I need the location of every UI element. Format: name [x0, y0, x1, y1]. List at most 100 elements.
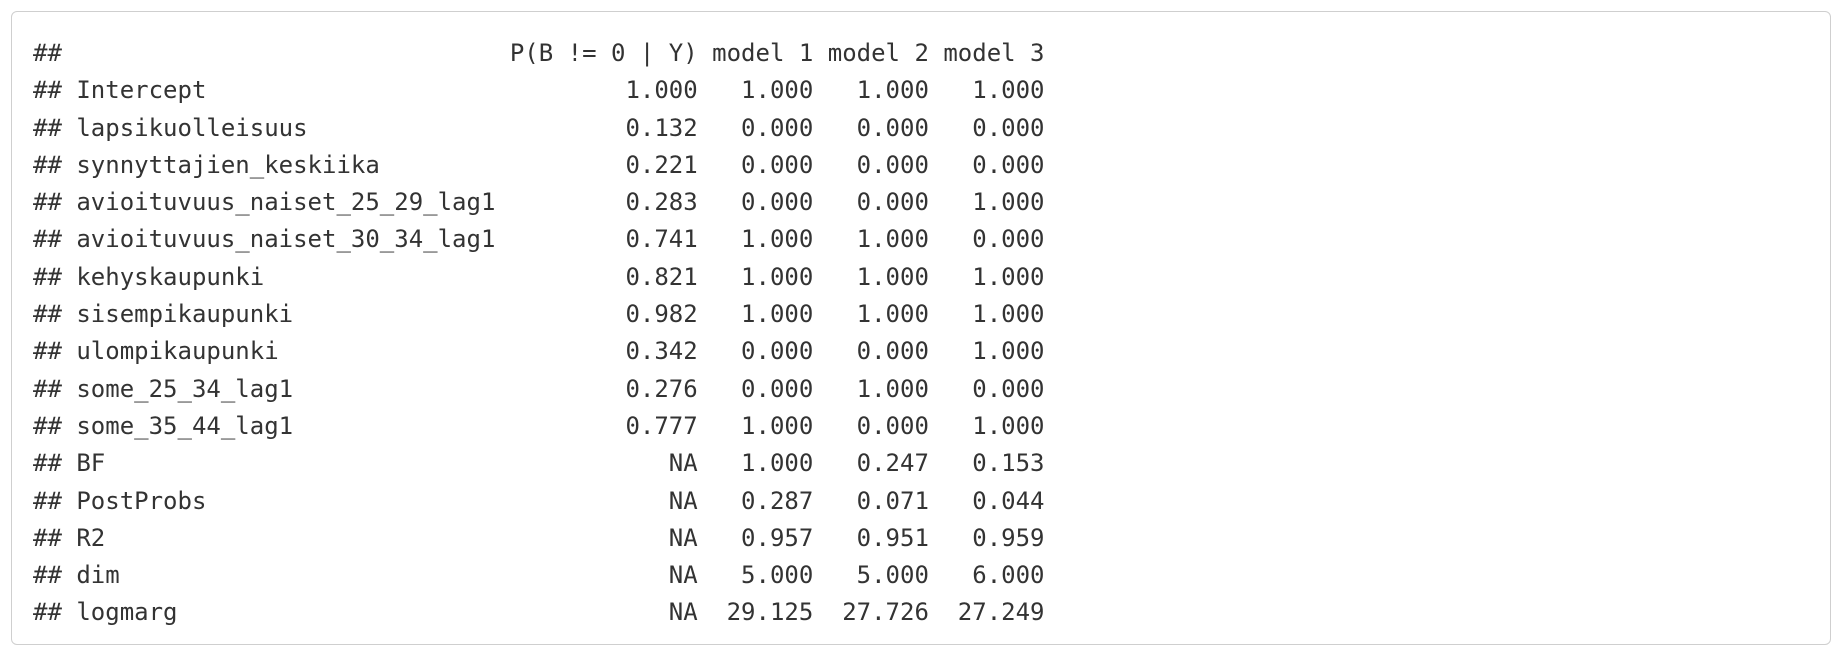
- row-value: 0.951: [827, 523, 929, 552]
- row-value: 1.000: [827, 76, 929, 105]
- row-label: some_35_44_lag1: [76, 411, 496, 440]
- output-prefix: ##: [33, 262, 62, 291]
- row-value: 1.000: [943, 262, 1045, 291]
- row-value: 0.777: [509, 411, 698, 440]
- code-output-block: ## P(B != 0 | Y) model 1 model 2 model 3…: [11, 11, 1831, 645]
- row-label: lapsikuolleisuus: [76, 113, 496, 142]
- row-value: NA: [509, 449, 698, 478]
- row-value: 0.000: [827, 411, 929, 440]
- output-row: ## R2 NA 0.957 0.951 0.959: [33, 520, 1045, 557]
- row-value: 5.000: [827, 561, 929, 590]
- output-prefix: ##: [33, 598, 62, 627]
- output-row: ## some_35_44_lag1 0.777 1.000 0.000 1.0…: [33, 408, 1045, 445]
- row-value: 0.959: [943, 523, 1045, 552]
- output-row: ## Intercept 1.000 1.000 1.000 1.000: [33, 72, 1045, 109]
- row-value: 1.000: [827, 262, 929, 291]
- row-label: avioituvuus_naiset_30_34_lag1: [76, 225, 496, 254]
- output-prefix: ##: [33, 374, 62, 403]
- row-value: 1.000: [943, 188, 1045, 217]
- row-value: 0.000: [827, 337, 929, 366]
- row-value: 0.044: [943, 486, 1045, 515]
- row-value: 1.000: [712, 300, 814, 329]
- row-value: 0.000: [712, 374, 814, 403]
- row-value: 1.000: [943, 76, 1045, 105]
- header-column: model 1: [712, 39, 814, 67]
- row-value: 1.000: [943, 337, 1045, 366]
- header-column: model 2: [827, 39, 929, 67]
- row-label: synnyttajien_keskiika: [76, 150, 496, 179]
- output-prefix: ##: [33, 76, 62, 105]
- row-value: 0.000: [712, 150, 814, 179]
- output-row: ## ulompikaupunki 0.342 0.000 0.000 1.00…: [33, 333, 1045, 370]
- row-value: NA: [509, 561, 698, 590]
- header-label: [76, 39, 495, 67]
- row-value: 0.000: [943, 113, 1045, 142]
- output-prefix: ##: [33, 486, 62, 515]
- row-value: 0.287: [712, 486, 814, 515]
- output-row: ## avioituvuus_naiset_30_34_lag1 0.741 1…: [33, 221, 1045, 258]
- row-value: 1.000: [827, 225, 929, 254]
- row-value: 1.000: [712, 76, 814, 105]
- output-prefix: ##: [33, 449, 62, 478]
- row-label: logmarg: [76, 598, 496, 627]
- row-label: R2: [76, 523, 496, 552]
- output-row: ## lapsikuolleisuus 0.132 0.000 0.000 0.…: [33, 110, 1045, 147]
- output-prefix: ##: [33, 225, 62, 254]
- output-prefix: ##: [33, 561, 62, 590]
- row-value: 1.000: [712, 225, 814, 254]
- row-label: avioituvuus_naiset_25_29_lag1: [76, 188, 496, 217]
- row-value: 1.000: [827, 374, 929, 403]
- row-value: 0.221: [509, 150, 698, 179]
- output-prefix: ##: [33, 113, 62, 142]
- code-output-text: ## P(B != 0 | Y) model 1 model 2 model 3…: [33, 35, 1045, 632]
- row-value: 1.000: [943, 300, 1045, 329]
- row-value: 1.000: [827, 300, 929, 329]
- output-header-row: ## P(B != 0 | Y) model 1 model 2 model 3: [33, 35, 1045, 72]
- output-row: ## BF NA 1.000 0.247 0.153: [33, 445, 1045, 482]
- row-label: PostProbs: [76, 486, 496, 515]
- row-value: 0.982: [509, 300, 698, 329]
- row-value: 0.000: [712, 113, 814, 142]
- row-value: 0.000: [943, 150, 1045, 179]
- row-value: 1.000: [712, 262, 814, 291]
- output-prefix: ##: [33, 523, 62, 552]
- row-label: kehyskaupunki: [76, 262, 496, 291]
- row-value: 0.000: [943, 225, 1045, 254]
- row-label: Intercept: [76, 76, 496, 105]
- row-value: 29.125: [712, 598, 814, 627]
- output-row: ## dim NA 5.000 5.000 6.000: [33, 557, 1045, 594]
- output-row: ## avioituvuus_naiset_25_29_lag1 0.283 0…: [33, 184, 1045, 221]
- row-value: 0.153: [943, 449, 1045, 478]
- row-label: ulompikaupunki: [76, 337, 496, 366]
- output-row: ## some_25_34_lag1 0.276 0.000 1.000 0.0…: [33, 371, 1045, 408]
- row-value: 0.000: [827, 188, 929, 217]
- header-column: P(B != 0 | Y): [509, 39, 698, 67]
- output-prefix: ##: [33, 150, 62, 179]
- row-value: 0.342: [509, 337, 698, 366]
- output-row: ## kehyskaupunki 0.821 1.000 1.000 1.000: [33, 259, 1045, 296]
- output-prefix: ##: [33, 300, 62, 329]
- output-prefix: ##: [33, 39, 62, 67]
- row-value: NA: [509, 523, 698, 552]
- row-value: 0.000: [827, 150, 929, 179]
- header-column: model 3: [943, 39, 1045, 67]
- row-value: 0.000: [712, 188, 814, 217]
- row-value: 0.000: [827, 113, 929, 142]
- output-prefix: ##: [33, 411, 62, 440]
- row-value: NA: [509, 486, 698, 515]
- row-value: 1.000: [712, 449, 814, 478]
- row-value: 0.741: [509, 225, 698, 254]
- row-value: 0.821: [509, 262, 698, 291]
- output-row: ## logmarg NA 29.125 27.726 27.249: [33, 594, 1045, 631]
- row-value: 1.000: [943, 411, 1045, 440]
- row-value: 0.000: [943, 374, 1045, 403]
- row-value: 0.071: [827, 486, 929, 515]
- output-row: ## PostProbs NA 0.287 0.071 0.044: [33, 483, 1045, 520]
- row-value: 0.276: [509, 374, 698, 403]
- output-row: ## sisempikaupunki 0.982 1.000 1.000 1.0…: [33, 296, 1045, 333]
- row-value: 27.249: [943, 598, 1045, 627]
- row-value: 0.132: [509, 113, 698, 142]
- row-value: NA: [509, 598, 698, 627]
- row-label: some_25_34_lag1: [76, 374, 496, 403]
- row-value: 1.000: [509, 76, 698, 105]
